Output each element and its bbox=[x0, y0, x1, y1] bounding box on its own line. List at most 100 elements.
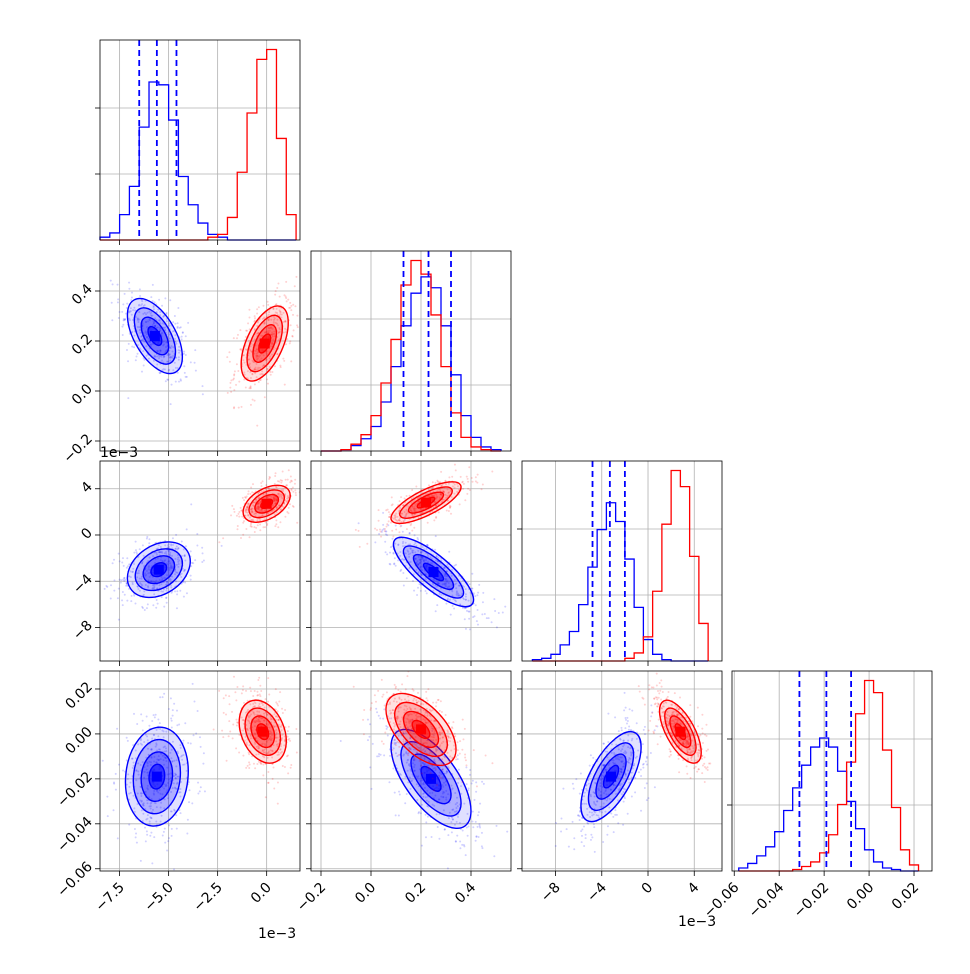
scatter-x0-x1-blue-pt bbox=[117, 284, 119, 286]
scatter-x0-x1-red-pt bbox=[279, 365, 281, 367]
scatter-x0-x1-blue-pt bbox=[178, 381, 180, 383]
scatter-x1-x2-red-pt bbox=[481, 488, 483, 490]
scatter-x0-x3-red-pt bbox=[248, 767, 250, 769]
scatter-x0-x3-blue-pt bbox=[148, 725, 150, 727]
scatter-x0-x3-blue-pt bbox=[193, 701, 195, 703]
scatter-x2-x3-blue-pt bbox=[642, 764, 644, 766]
scatter-x1-x2-red-pt bbox=[466, 493, 468, 495]
scatter-x0-x1-red-pt bbox=[245, 386, 247, 388]
scatter-x0-x1-red-pt bbox=[248, 316, 250, 318]
scatter-x2-x3-blue-pt bbox=[646, 799, 648, 801]
scatter-x2-x3-red-pt bbox=[668, 756, 670, 758]
scatter-x0-x3-red-pt bbox=[265, 698, 267, 700]
scatter-x0-x2-blue-pt bbox=[203, 559, 205, 561]
scatter-x0-x3-red-pt bbox=[242, 689, 244, 691]
scatter-x0-x2-red-pt bbox=[231, 505, 233, 507]
scatter-x0-x3-red-pt bbox=[236, 686, 238, 688]
scatter-x0-x3-blue-pt bbox=[136, 842, 138, 844]
scatter-x1-x2-blue-pt bbox=[390, 546, 392, 548]
scatter-x2-x3-blue-peak bbox=[606, 772, 616, 782]
scatter-x1-x3-xtick-label-3: 0.4 bbox=[452, 880, 479, 907]
scatter-x0-x3-red-pt bbox=[262, 763, 264, 765]
scatter-x0-x3-blue-pt bbox=[113, 783, 115, 785]
scatter-x2-x3-blue-pt bbox=[617, 822, 619, 824]
scatter-x0-x3-red-pt bbox=[267, 701, 269, 703]
scatter-x0-x1-red-pt bbox=[284, 384, 286, 386]
scatter-x0-x1-red-pt bbox=[254, 315, 256, 317]
scatter-x0-x3-blue-pt bbox=[149, 835, 151, 837]
scatter-x0-x3-blue-pt bbox=[162, 696, 164, 698]
scatter-x0-x1-red-pt bbox=[237, 370, 239, 372]
scatter-x1-x2-blue-pt bbox=[412, 580, 414, 582]
scatter-x0-x1-blue-pt bbox=[175, 381, 177, 383]
scatter-x0-x3-ytick-label-1: −0.04 bbox=[54, 814, 96, 856]
scatter-x1-x2-blue-pt bbox=[502, 611, 504, 613]
scatter-x1-x3-red-pt bbox=[363, 733, 365, 735]
scatter-x0-x3-blue-pt bbox=[136, 723, 138, 725]
scatter-x1-x3-blue-pt bbox=[471, 820, 473, 822]
scatter-x0-x2-blue-pt bbox=[148, 542, 150, 544]
scatter-x1-x3-red-pt bbox=[382, 694, 384, 696]
scatter-x0-x2-blue-pt bbox=[133, 595, 135, 597]
scatter-x0-x1-red-pt bbox=[252, 399, 254, 401]
scatter-x0-x2-ytick-label-0: −8 bbox=[70, 618, 96, 644]
scatter-x1-x3-blue-pt bbox=[369, 723, 371, 725]
scatter-x0-x1-red-pt bbox=[274, 365, 276, 367]
scatter-x0-x3-blue-pt bbox=[153, 714, 155, 716]
scatter-x0-x3-red-pt bbox=[242, 755, 244, 757]
scatter-x1-x2-red-pt bbox=[399, 500, 401, 502]
scatter-x1-x3-red-pt bbox=[380, 667, 382, 669]
scatter-x0-x3-blue-pt bbox=[197, 792, 199, 794]
scatter-x1-x3-red-pt bbox=[433, 789, 435, 791]
scatter-x0-x3-red-pt bbox=[253, 763, 255, 765]
scatter-x0-x2-red-pt bbox=[265, 484, 267, 486]
scatter-x1-x2-blue-pt bbox=[384, 541, 386, 543]
scatter-x1-x3-blue-pt bbox=[438, 838, 440, 840]
scatter-x1-x3-blue-pt bbox=[427, 816, 429, 818]
scatter-x1-x3-red-pt bbox=[440, 777, 442, 779]
scatter-x1-x2-red-pt bbox=[436, 480, 438, 482]
scatter-x0-x1-blue-pt bbox=[111, 302, 113, 304]
scatter-x1-x3-red-pt bbox=[458, 777, 460, 779]
scatter-x0-x1-red-pt bbox=[233, 374, 235, 376]
scatter-x1-x3-blue-pt bbox=[465, 766, 467, 768]
scatter-x1-x2-red-pt bbox=[469, 489, 471, 491]
scatter-x0-x3-blue-pt bbox=[102, 760, 104, 762]
scatter-x0-x3-red-pt bbox=[282, 712, 284, 714]
scatter-x0-x1-red-pt bbox=[245, 336, 247, 338]
scatter-x1-x2-blue-pt bbox=[409, 533, 411, 535]
scatter-x0-x3-red-pt bbox=[226, 760, 228, 762]
scatter-x0-x2-red-pt bbox=[252, 483, 254, 485]
scatter-x1-x3-red-pt bbox=[381, 696, 383, 698]
scatter-x1-x2-blue-pt bbox=[400, 569, 402, 571]
scatter-x1-x3-red-pt bbox=[448, 766, 450, 768]
scatter-x0-x3-blue-pt bbox=[118, 764, 120, 766]
scatter-x0-x1-red-pt bbox=[297, 326, 299, 328]
scatter-x0-x3-blue-pt bbox=[197, 710, 199, 712]
scatter-x1-x3-blue-pt bbox=[467, 835, 469, 837]
scatter-x0-x3-red-pt bbox=[223, 712, 225, 714]
scatter-x1-x3-red-pt bbox=[459, 753, 461, 755]
scatter-x1-x3-blue-pt bbox=[376, 755, 378, 757]
scatter-x1-x3-red-pt bbox=[462, 738, 464, 740]
scatter-x0-x3-red-pt bbox=[267, 771, 269, 773]
scatter-x0-x3-ytick-label-0: −0.06 bbox=[54, 859, 96, 901]
scatter-x1-x2-red-pt bbox=[411, 530, 413, 532]
scatter-x1-x2-red-pt bbox=[398, 531, 400, 533]
scatter-x2-x3-blue-pt bbox=[644, 733, 646, 735]
scatter-x0-x1-red-pt bbox=[236, 363, 238, 365]
scatter-x2-x3-blue-pt bbox=[581, 829, 583, 831]
scatter-x1-x2-red-pt bbox=[475, 476, 477, 478]
scatter-x1-x3-red-pt bbox=[421, 772, 423, 774]
scatter-x1-x2-blue-pt bbox=[469, 628, 471, 630]
scatter-x1-x2-blue-pt bbox=[406, 577, 408, 579]
scatter-x1-x3-red-pt bbox=[401, 683, 403, 685]
scatter-x1-x3-red-pt bbox=[394, 739, 396, 741]
scatter-x1-x3-blue-pt bbox=[468, 826, 470, 828]
scatter-x0-x1-blue-pt bbox=[85, 274, 87, 276]
scatter-x0-x2-red-pt bbox=[275, 472, 277, 474]
scatter-x0-x2-red-pt bbox=[250, 523, 252, 525]
scatter-x1-x3-blue-pt bbox=[479, 803, 481, 805]
scatter-x1-x2-red-pt bbox=[388, 516, 390, 518]
scatter-x0-x1-blue-pt bbox=[179, 327, 181, 329]
